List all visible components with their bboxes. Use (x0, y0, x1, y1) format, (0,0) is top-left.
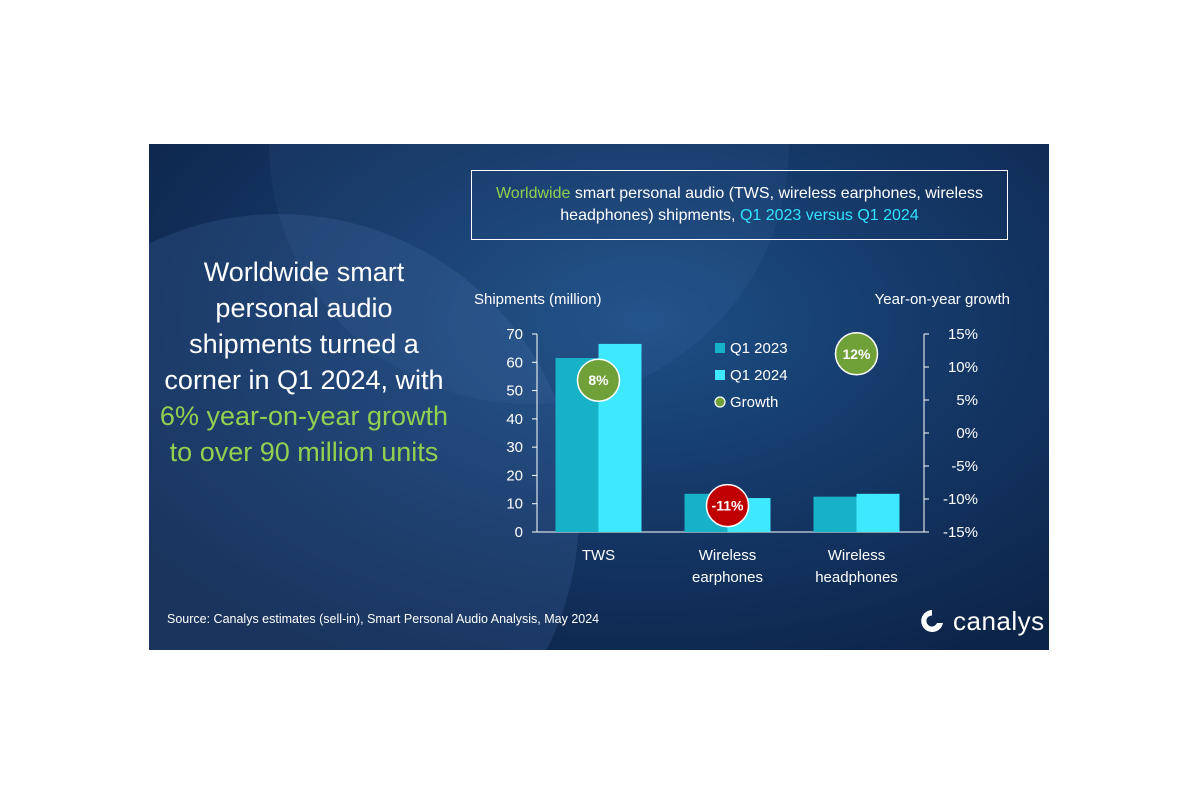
growth-bubble (576, 358, 621, 402)
y-axis-right-label: Year-on-year growth (875, 291, 1010, 308)
headline: Worldwide smart personal audio shipments… (159, 254, 449, 470)
headline-text: Worldwide smart personal audio shipments… (164, 257, 444, 395)
chart-title-box: Worldwide smart personal audio (TWS, wir… (471, 170, 1008, 240)
canalys-logo-icon (921, 610, 943, 632)
bar-chart: Shipments (million) Year-on-year growth … (474, 291, 1010, 586)
legend-label: Growth (730, 394, 778, 411)
y-right-tick-label: -10% (943, 491, 978, 508)
legend-label: Q1 2023 (730, 340, 788, 357)
legend-label: Q1 2024 (730, 367, 788, 384)
bar-q1-2024 (856, 493, 900, 532)
y-right-tick-label: 10% (948, 359, 978, 376)
legend-swatch (715, 370, 725, 380)
growth-label: 8% (588, 372, 609, 388)
canalys-logo: canalys (917, 604, 1045, 638)
growth-bubble (705, 483, 750, 528)
y-tick-label: 0 (515, 524, 523, 541)
title-period: Q1 2023 versus Q1 2024 (739, 207, 919, 224)
y-tick-label: 20 (506, 467, 523, 484)
logo-text: canalys (953, 605, 1045, 636)
y-right-tick-label: 5% (956, 392, 978, 409)
y-tick-label: 60 (506, 354, 523, 371)
title-worldwide: Worldwide (495, 185, 571, 202)
legend-swatch (715, 343, 725, 353)
source-note: Source: Canalys estimates (sell-in), Sma… (167, 612, 600, 626)
growth-label: -11% (712, 498, 744, 514)
y-right-tick-label: -15% (943, 524, 978, 541)
infographic-panel: Worldwide smart personal audio shipments… (149, 144, 1049, 650)
x-category-label: headphones (815, 569, 898, 586)
x-category-label: earphones (692, 569, 763, 586)
title-main: smart personal audio (TWS, wireless earp… (560, 185, 983, 224)
headline-highlight: 6% year-on-year growth to over 90 millio… (159, 401, 449, 467)
y-tick-label: 40 (506, 411, 523, 428)
y-right-tick-label: 0% (956, 425, 978, 442)
x-category-label: TWS (582, 547, 615, 564)
y-right-tick-label: 15% (948, 326, 978, 343)
x-category-label: Wireless (828, 547, 886, 564)
growth-bubble (834, 332, 879, 376)
y-axis-label: Shipments (million) (474, 291, 602, 308)
y-tick-label: 30 (506, 439, 523, 456)
x-category-label: Wireless (699, 547, 757, 564)
y-tick-label: 10 (506, 496, 523, 513)
y-right-tick-label: -5% (951, 458, 978, 475)
growth-label: 12% (842, 346, 871, 362)
bar-q1-2023 (813, 496, 857, 532)
legend-swatch (714, 396, 726, 408)
y-tick-label: 70 (506, 326, 523, 343)
y-tick-label: 50 (506, 383, 523, 400)
